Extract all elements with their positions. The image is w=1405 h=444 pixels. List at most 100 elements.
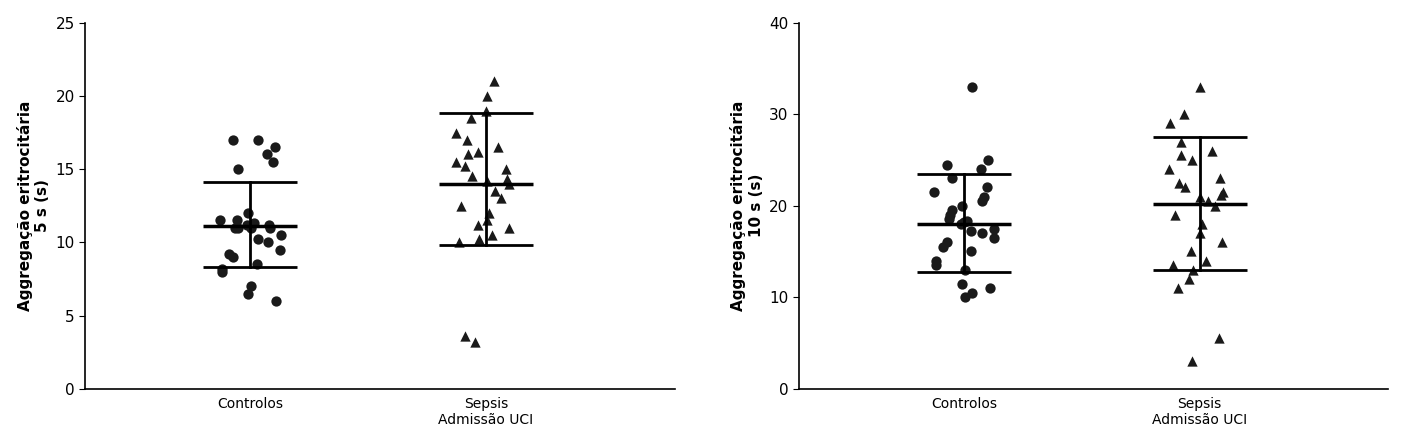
Point xyxy=(1177,275,1200,282)
Point xyxy=(268,246,291,253)
Point xyxy=(499,180,521,187)
Point xyxy=(1210,191,1232,198)
Point xyxy=(982,234,1005,242)
Point xyxy=(457,136,479,143)
Point xyxy=(448,239,471,246)
Point xyxy=(246,261,268,268)
Point xyxy=(222,254,244,261)
Point xyxy=(941,207,964,214)
Point xyxy=(954,294,976,301)
Point xyxy=(961,289,984,296)
Point xyxy=(211,265,233,272)
Point xyxy=(263,143,285,151)
Y-axis label: Aggregação eritrocitária
5 s (s): Aggregação eritrocitária 5 s (s) xyxy=(17,100,51,311)
Point xyxy=(486,143,509,151)
Point xyxy=(450,202,472,209)
Point xyxy=(236,221,259,228)
Point xyxy=(247,136,270,143)
Point xyxy=(1189,230,1211,237)
Point xyxy=(951,280,974,287)
Point xyxy=(466,148,489,155)
Point xyxy=(1189,83,1211,90)
Point xyxy=(483,78,506,85)
Point xyxy=(924,262,947,269)
Y-axis label: Aggregação eritrocitária
10 s (s): Aggregação eritrocitária 10 s (s) xyxy=(731,100,763,311)
Point xyxy=(924,257,947,264)
Point xyxy=(1168,179,1190,186)
Point xyxy=(936,161,958,168)
Point xyxy=(1211,188,1234,195)
Point xyxy=(969,166,992,173)
Point xyxy=(1175,184,1197,191)
Point xyxy=(960,228,982,235)
Point xyxy=(1158,166,1180,173)
Point xyxy=(1180,156,1203,163)
Point xyxy=(239,224,261,231)
Point xyxy=(211,268,233,275)
Point xyxy=(1173,111,1196,118)
Point xyxy=(496,176,518,183)
Point xyxy=(259,224,281,231)
Point xyxy=(454,333,476,340)
Point xyxy=(475,107,497,114)
Point xyxy=(1197,198,1220,205)
Point xyxy=(1182,358,1204,365)
Point xyxy=(256,151,278,158)
Point xyxy=(257,239,280,246)
Point xyxy=(457,151,479,158)
Point xyxy=(264,297,287,305)
Point xyxy=(1182,266,1204,274)
Point xyxy=(1169,138,1191,145)
Point xyxy=(923,188,946,195)
Point xyxy=(464,338,486,345)
Point xyxy=(209,217,232,224)
Point xyxy=(936,239,958,246)
Point xyxy=(950,221,972,228)
Point xyxy=(454,163,476,170)
Point xyxy=(476,92,499,99)
Point xyxy=(478,210,500,217)
Point xyxy=(261,158,284,165)
Point xyxy=(1211,239,1234,246)
Point xyxy=(975,184,998,191)
Point xyxy=(495,166,517,173)
Point xyxy=(466,221,489,228)
Point xyxy=(937,216,960,223)
Point xyxy=(1191,221,1214,228)
Point xyxy=(951,202,974,209)
Point xyxy=(972,193,995,200)
Point xyxy=(961,83,984,90)
Point xyxy=(932,243,954,250)
Point xyxy=(1200,147,1222,155)
Point xyxy=(257,221,280,228)
Point xyxy=(1208,335,1231,342)
Point xyxy=(1162,262,1184,269)
Point xyxy=(1208,175,1231,182)
Point xyxy=(971,198,993,205)
Point xyxy=(978,285,1000,292)
Point xyxy=(237,290,260,297)
Point xyxy=(953,218,975,226)
Point xyxy=(1170,152,1193,159)
Point xyxy=(971,230,993,237)
Point xyxy=(960,248,982,255)
Point xyxy=(461,173,483,180)
Point xyxy=(954,266,976,274)
Point xyxy=(228,224,250,231)
Point xyxy=(1168,285,1190,292)
Point xyxy=(483,187,506,194)
Point xyxy=(223,224,246,231)
Point xyxy=(242,220,264,227)
Point xyxy=(222,136,244,143)
Point xyxy=(1163,211,1186,218)
Point xyxy=(481,231,503,238)
Point xyxy=(1159,120,1182,127)
Point xyxy=(983,225,1006,232)
Point xyxy=(976,156,999,163)
Point xyxy=(1194,257,1217,264)
Point xyxy=(226,166,249,173)
Point xyxy=(445,129,468,136)
Point xyxy=(270,231,292,238)
Point xyxy=(497,224,520,231)
Point xyxy=(489,195,511,202)
